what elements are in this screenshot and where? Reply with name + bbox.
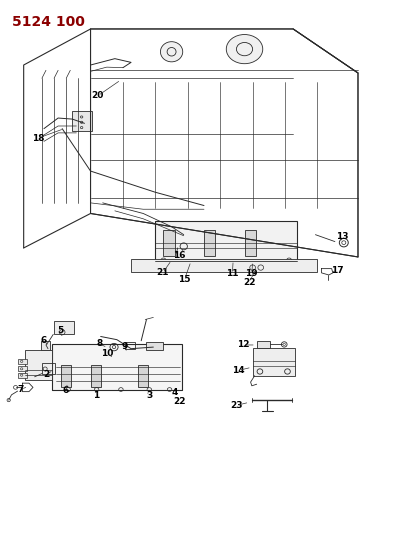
Bar: [204, 230, 215, 256]
Bar: [125, 342, 135, 349]
Bar: [52, 344, 182, 390]
Text: 5124 100: 5124 100: [11, 14, 84, 29]
Text: 23: 23: [230, 401, 243, 410]
Bar: [42, 363, 55, 374]
Text: 20: 20: [92, 91, 104, 100]
Text: 22: 22: [173, 397, 186, 406]
Text: 6: 6: [62, 385, 69, 394]
Bar: [138, 365, 149, 387]
Bar: [54, 321, 73, 334]
Bar: [61, 365, 71, 387]
Bar: [91, 365, 102, 387]
Text: 9: 9: [122, 342, 128, 351]
Text: 12: 12: [237, 341, 249, 350]
Text: 11: 11: [226, 269, 239, 278]
Bar: [131, 259, 317, 272]
Bar: [18, 359, 27, 364]
Text: 10: 10: [101, 349, 114, 358]
Bar: [257, 341, 270, 348]
Text: 18: 18: [31, 134, 44, 143]
Bar: [164, 230, 175, 256]
Text: 22: 22: [243, 278, 256, 287]
Bar: [25, 350, 53, 381]
Text: 21: 21: [156, 268, 169, 277]
Text: 14: 14: [232, 366, 245, 375]
Text: 13: 13: [336, 232, 349, 241]
Bar: [146, 342, 164, 350]
Bar: [41, 341, 50, 350]
Text: 6: 6: [41, 336, 47, 345]
Ellipse shape: [226, 35, 263, 63]
Text: 19: 19: [246, 269, 258, 278]
Text: 8: 8: [96, 340, 102, 349]
Text: 15: 15: [178, 274, 191, 284]
Bar: [72, 111, 92, 131]
Bar: [253, 348, 295, 376]
Text: 2: 2: [44, 370, 50, 379]
Bar: [244, 230, 256, 256]
Bar: [155, 221, 297, 261]
Text: 16: 16: [173, 252, 186, 261]
Text: 17: 17: [331, 266, 344, 275]
Text: 1: 1: [93, 391, 99, 400]
Text: 3: 3: [146, 391, 153, 400]
Bar: [18, 366, 27, 372]
Ellipse shape: [160, 42, 183, 62]
Bar: [18, 373, 27, 378]
Text: 5: 5: [57, 326, 63, 335]
Text: 4: 4: [172, 388, 178, 397]
Text: 7: 7: [18, 385, 24, 394]
